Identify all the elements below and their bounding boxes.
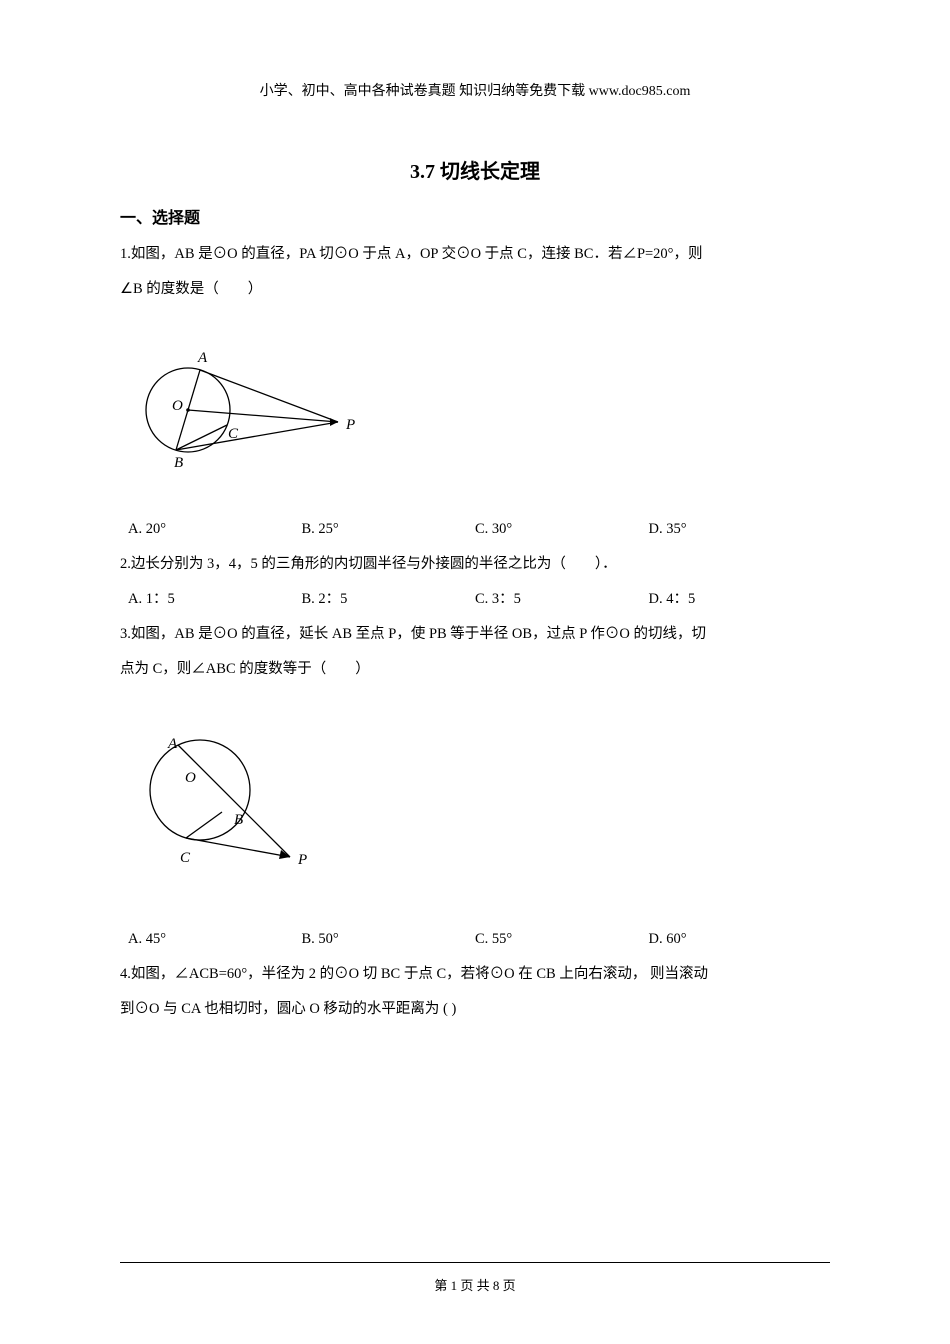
svg-text:P: P: [297, 852, 307, 868]
page-footer: 第 1 页 共 8 页: [120, 1262, 830, 1294]
svg-text:P: P: [345, 417, 355, 433]
option-d: D. 60°: [649, 925, 823, 954]
question-2-line-1: 2.边长分别为 3，4，5 的三角形的内切圆半径与外接圆的半径之比为（ ）．: [120, 550, 830, 579]
question-3-line-1: 3.如图，AB 是⊙O 的直径，延长 AB 至点 P，使 PB 等于半径 OB，…: [120, 620, 830, 649]
svg-text:B: B: [234, 812, 243, 828]
svg-text:B: B: [174, 455, 183, 471]
question-4-line-1: 4.如图，∠ACB=60°，半径为 2 的⊙O 切 BC 于点 C，若将⊙O 在…: [120, 960, 830, 989]
header-text: 小学、初中、高中各种试卷真题 知识归纳等免费下载 www.doc985.com: [120, 80, 830, 100]
diagram-2: A O B C P: [130, 712, 830, 897]
diagram-1: A O C P B: [130, 332, 830, 487]
option-d: D. 35°: [649, 515, 823, 544]
option-b: B. 25°: [302, 515, 476, 544]
question-2-options: A. 1：5 B. 2：5 C. 3：5 D. 4：5: [120, 585, 830, 614]
question-1-line-2: ∠B 的度数是（ ）: [120, 275, 830, 304]
option-a: A. 20°: [128, 515, 302, 544]
question-1-line-1: 1.如图，AB 是⊙O 的直径，PA 切⊙O 于点 A，OP 交⊙O 于点 C，…: [120, 240, 830, 269]
option-c: C. 55°: [475, 925, 649, 954]
option-d: D. 4：5: [649, 585, 823, 614]
question-3-line-2: 点为 C，则∠ABC 的度数等于（ ）: [120, 655, 830, 684]
option-a: A. 1：5: [128, 585, 302, 614]
question-3-options: A. 45° B. 50° C. 55° D. 60°: [120, 925, 830, 954]
page-title: 3.7 切线长定理: [120, 155, 830, 184]
svg-text:A: A: [197, 350, 208, 366]
svg-text:O: O: [185, 770, 196, 786]
option-b: B. 50°: [302, 925, 476, 954]
section-heading: 一、选择题: [120, 204, 830, 228]
svg-text:C: C: [180, 850, 191, 866]
question-4-line-2: 到⊙O 与 CA 也相切时，圆心 O 移动的水平距离为 ( ): [120, 995, 830, 1024]
option-c: C. 30°: [475, 515, 649, 544]
option-c: C. 3：5: [475, 585, 649, 614]
svg-text:C: C: [228, 426, 239, 442]
option-a: A. 45°: [128, 925, 302, 954]
option-b: B. 2：5: [302, 585, 476, 614]
question-1-options: A. 20° B. 25° C. 30° D. 35°: [120, 515, 830, 544]
svg-text:O: O: [172, 398, 183, 414]
svg-text:A: A: [167, 736, 178, 752]
